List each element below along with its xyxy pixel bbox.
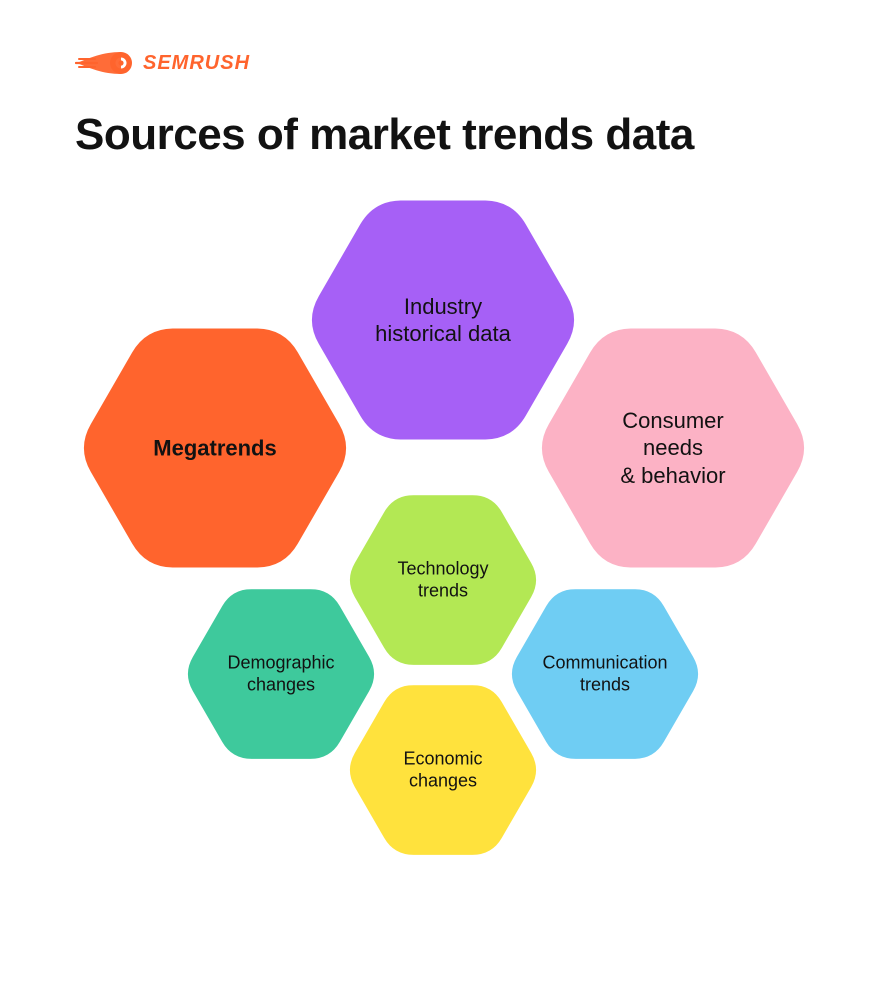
hex-economic: Economic changes bbox=[345, 685, 541, 855]
hex-label: Consumer needs & behavior bbox=[549, 407, 797, 490]
hex-label: Industry historical data bbox=[319, 292, 567, 347]
hex-label: Megatrends bbox=[91, 434, 339, 462]
hex-diagram: Industry historical data Megatrends Consum… bbox=[0, 0, 886, 1008]
hex-label: Demographic changes bbox=[193, 651, 369, 696]
page-root: SEMRUSH Sources of market trends data In… bbox=[0, 0, 886, 1008]
hex-megatrends: Megatrends bbox=[77, 328, 353, 567]
hex-label: Economic changes bbox=[355, 747, 531, 792]
hex-label: Communication trends bbox=[517, 651, 693, 696]
hex-label: Technology trends bbox=[355, 557, 531, 602]
hex-consumer: Consumer needs & behavior bbox=[535, 328, 811, 567]
